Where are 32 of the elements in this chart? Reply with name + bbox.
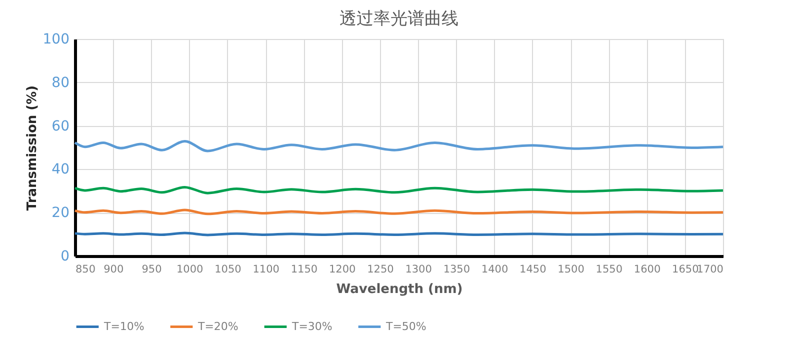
x-tick-label: 850 bbox=[76, 264, 96, 276]
y-tick-label: 20 bbox=[52, 205, 70, 222]
x-tick-label: 900 bbox=[104, 264, 124, 276]
chart-title: 透过率光谱曲线 bbox=[340, 9, 458, 29]
legend-label: T=50% bbox=[385, 320, 426, 333]
y-tick-label: 100 bbox=[42, 32, 70, 48]
x-tick-label: 1150 bbox=[290, 264, 318, 276]
x-axis-title: Wavelength (nm) bbox=[336, 282, 463, 297]
y-tick-label: 40 bbox=[52, 162, 70, 178]
x-tick-label: 1650 bbox=[672, 264, 699, 276]
x-tick-label: 1200 bbox=[328, 264, 356, 276]
x-tick-label: 1250 bbox=[367, 264, 394, 276]
y-tick-label: 60 bbox=[52, 118, 70, 134]
x-tick-label: 950 bbox=[142, 264, 162, 276]
y-tick-label: 0 bbox=[60, 248, 70, 264]
legend-label: T=20% bbox=[197, 320, 238, 333]
y-tick-label: 80 bbox=[52, 74, 70, 91]
x-tick-label: 1100 bbox=[252, 264, 280, 276]
x-tick-label: 1000 bbox=[176, 264, 204, 276]
x-tick-label: 1050 bbox=[214, 264, 242, 276]
y-axis-title: Transmission (%) bbox=[24, 85, 40, 211]
line-series bbox=[74, 140, 724, 152]
x-tick-label: 1400 bbox=[481, 264, 508, 276]
legend-label: T=10% bbox=[103, 320, 144, 333]
x-tick-label: 1550 bbox=[596, 264, 623, 276]
x-tick-label: 1300 bbox=[405, 264, 432, 276]
x-tick-label: 1350 bbox=[443, 264, 470, 276]
x-tick-label: 1600 bbox=[634, 264, 661, 276]
legend-label: T=30% bbox=[291, 320, 332, 333]
x-tick-label: 1700 bbox=[696, 264, 724, 276]
x-tick-label: 1500 bbox=[558, 264, 584, 276]
x-tick-label: 1450 bbox=[520, 264, 546, 276]
